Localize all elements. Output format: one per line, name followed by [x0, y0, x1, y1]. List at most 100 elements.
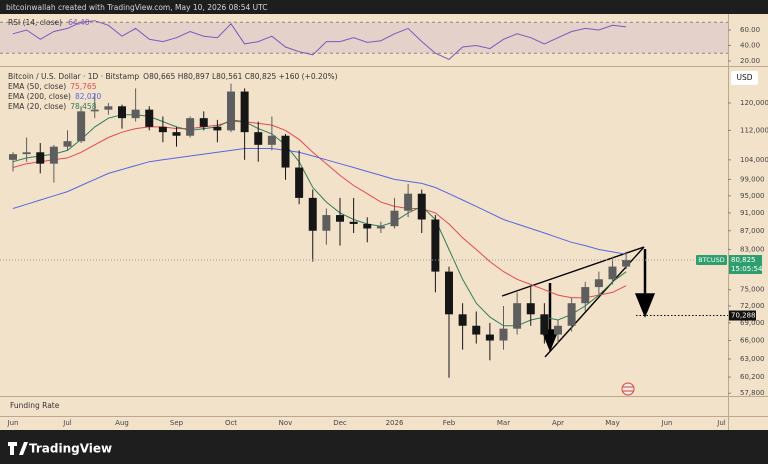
- arrow-head: [634, 293, 656, 318]
- candle-body: [172, 132, 181, 136]
- arrow-head: [540, 329, 560, 352]
- y-tick-label: 83,000: [740, 245, 765, 253]
- candle-body: [158, 126, 167, 133]
- pane-title: RSI (14, close) 64.40: [8, 18, 90, 27]
- brand-name: TradingView: [29, 442, 112, 456]
- price-label: 80,825: [731, 256, 756, 264]
- candle-body: [281, 135, 290, 168]
- candle-body: [336, 215, 344, 222]
- candle-body: [445, 271, 453, 315]
- candle-body: [90, 109, 99, 112]
- legend-name: EMA (200, close): [8, 92, 71, 101]
- y-tick-label: 104,000: [740, 156, 768, 164]
- currency-label: USD: [736, 73, 752, 82]
- y-tick-label: 72,000: [740, 302, 765, 310]
- legend-value: 75,765: [70, 82, 96, 91]
- y-tick-label: 60,200: [740, 373, 765, 381]
- candle-body: [36, 152, 45, 164]
- countdown-label: 15:05:54: [731, 265, 763, 273]
- credit: bitcoinwallah created with TradingView.c…: [6, 3, 268, 12]
- x-tick-label: May: [605, 419, 619, 427]
- x-tick-label: Jun: [661, 419, 673, 427]
- candle-body: [267, 135, 276, 145]
- candle-body: [349, 221, 358, 224]
- candle-body: [145, 109, 154, 127]
- x-tick-label: Jun: [7, 419, 19, 427]
- candle-body: [417, 193, 426, 220]
- y-tick-label: 66,000: [740, 337, 765, 345]
- candle-body: [227, 91, 235, 131]
- y-tick-label: 75,000: [740, 286, 765, 294]
- funding-label: Funding Rate: [10, 401, 60, 410]
- candle-body: [472, 325, 481, 335]
- x-tick-label: Mar: [497, 419, 510, 427]
- chart-title-text: Bitcoin / U.S. Dollar · 1D · Bitstamp: [8, 72, 139, 81]
- candle-body: [63, 141, 72, 147]
- x-tick-label: Nov: [279, 419, 293, 427]
- legend-entry: EMA (200, close) 82,020: [8, 92, 101, 101]
- candle-body: [526, 303, 535, 315]
- candle-body: [118, 106, 126, 119]
- candle-body: [131, 109, 140, 119]
- x-tick-label: Dec: [333, 419, 347, 427]
- wedge-upper: [501, 246, 645, 297]
- candle-body: [22, 152, 31, 155]
- candle-body: [513, 303, 522, 329]
- candle-body: [458, 314, 467, 326]
- candle-body: [540, 314, 549, 335]
- price-tag: [729, 255, 762, 275]
- candle-body: [608, 266, 617, 280]
- candle-body: [581, 287, 590, 304]
- legend-value: 78,458: [70, 102, 96, 111]
- logo-mark: [8, 442, 28, 455]
- candle-body: [431, 219, 440, 272]
- x-tick-label: Aug: [115, 419, 129, 427]
- target-tag: [729, 310, 756, 321]
- y-tick-label: 112,000: [740, 126, 768, 134]
- y-tick-label: 99,000: [740, 175, 765, 183]
- y-tick-label: 60.00: [740, 26, 760, 34]
- candle-body: [254, 132, 263, 145]
- x-tick-label: Feb: [443, 419, 456, 427]
- y-tick-label: 40.00: [740, 41, 760, 49]
- candle-body: [104, 106, 113, 110]
- currency-button[interactable]: [731, 71, 758, 85]
- ohlc-text: O80,665 H80,897 L80,561 C80,825 +160 (+0…: [143, 72, 337, 81]
- x-tick-label: Jul: [62, 419, 72, 427]
- y-tick-label: 120,000: [740, 99, 768, 107]
- rsi-band: [0, 22, 728, 54]
- brand-logo: TradingView: [8, 442, 112, 456]
- candle-body: [594, 279, 603, 288]
- candle-body: [77, 111, 86, 142]
- event-icon[interactable]: [621, 382, 635, 396]
- y-tick-label: 63,000: [740, 355, 765, 363]
- candle-body: [390, 210, 399, 227]
- candle-body: [485, 334, 494, 341]
- rsi-line: [12, 20, 627, 60]
- legend-name: EMA (50, close): [8, 82, 66, 91]
- y-tick-label: 91,000: [740, 209, 765, 217]
- x-tick-label: Apr: [552, 419, 564, 427]
- candle-body: [49, 146, 58, 164]
- chart-background: [0, 14, 768, 430]
- candle-body: [295, 167, 304, 198]
- candle-body: [567, 303, 576, 326]
- symbol-tag: [696, 255, 727, 266]
- y-tick-label: 69,000: [740, 319, 765, 327]
- x-tick-label: 2026: [386, 419, 404, 427]
- candle-body: [554, 325, 562, 335]
- legend-entry: EMA (20, close) 78,458: [8, 102, 97, 111]
- ema-line: [12, 148, 627, 255]
- candle-body: [240, 91, 249, 133]
- pane-title-text: RSI (14, close): [8, 18, 62, 27]
- candle-body: [404, 193, 413, 211]
- candle-body: [308, 197, 317, 231]
- legend-entry: EMA (50, close) 75,765: [8, 82, 97, 91]
- chart-title: Bitcoin / U.S. Dollar · 1D · Bitstamp O80…: [8, 72, 338, 81]
- y-tick-label: 20.00: [740, 57, 760, 65]
- candle-body: [376, 226, 385, 229]
- candle-body: [9, 154, 17, 160]
- x-tick-label: Jul: [716, 419, 726, 427]
- x-tick-label: Oct: [225, 419, 237, 427]
